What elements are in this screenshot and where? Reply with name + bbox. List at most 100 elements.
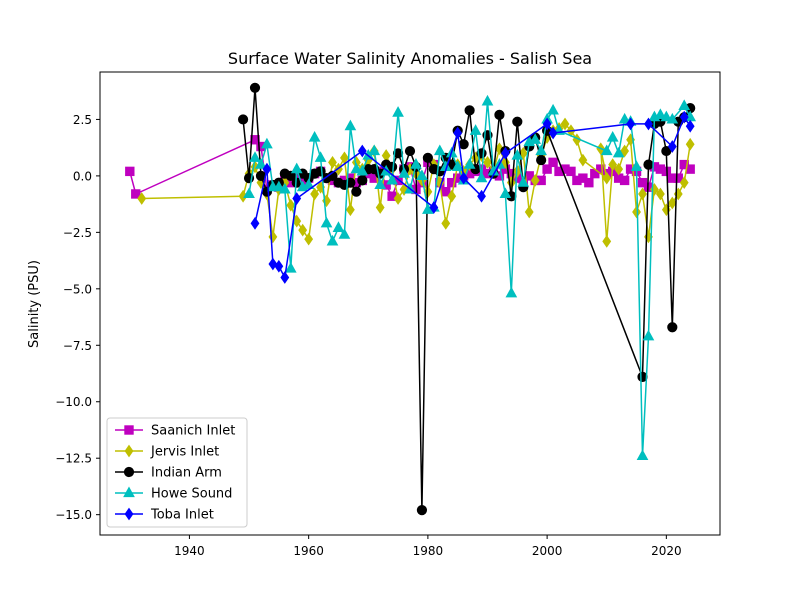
data-point: [584, 177, 594, 188]
legend-item-0: Saanich Inlet: [115, 424, 235, 439]
data-point: [393, 192, 403, 205]
data-point: [512, 116, 523, 127]
y-tick-label: 2.5: [73, 113, 92, 127]
data-point: [464, 105, 475, 116]
data-point: [314, 151, 327, 162]
data-point: [308, 130, 321, 142]
legend-item-3: Howe Sound: [115, 486, 232, 502]
data-point: [626, 117, 635, 131]
data-point: [481, 94, 494, 106]
data-point: [320, 216, 333, 228]
data-point: [685, 137, 695, 151]
data-point: [350, 162, 363, 174]
legend-label: Howe Sound: [151, 487, 232, 502]
data-point: [310, 187, 320, 201]
data-point: [618, 112, 631, 124]
legend-item-4: Toba Inlet: [115, 508, 214, 523]
data-point: [679, 176, 689, 190]
x-tick-label: 2000: [532, 544, 563, 558]
data-point: [679, 110, 689, 124]
series-4: [250, 110, 695, 284]
data-point: [644, 117, 653, 131]
data-point: [356, 164, 369, 176]
data-point: [386, 173, 398, 185]
x-tick-label: 1960: [293, 544, 324, 558]
data-point: [375, 201, 385, 214]
data-point: [643, 159, 654, 170]
data-point: [387, 161, 398, 172]
data-point: [374, 178, 387, 190]
data-point: [548, 157, 558, 168]
data-point: [524, 205, 534, 219]
data-point: [249, 151, 261, 162]
data-point: [255, 158, 267, 169]
y-tick-label: 0.0: [73, 169, 92, 183]
axes: 1940 1960 1980 2000 2020 2.5 0.0 −2.5 −5.0 −7.5 −1…: [55, 71, 721, 558]
data-point: [606, 130, 619, 142]
data-point: [673, 173, 683, 183]
data-point: [483, 155, 492, 169]
legend-marker: [123, 466, 135, 478]
data-point: [286, 198, 296, 212]
data-point: [357, 175, 368, 186]
data-point: [315, 166, 326, 177]
data-point: [459, 171, 469, 185]
data-point: [249, 82, 261, 93]
data-point: [469, 124, 482, 135]
x-tick-label: 1940: [174, 544, 205, 558]
data-point: [477, 189, 486, 203]
data-point: [344, 119, 357, 131]
legend-label: Jervis Inlet: [150, 445, 219, 460]
data-point: [602, 235, 612, 248]
data-point: [453, 126, 463, 140]
legend-label: Indian Arm: [151, 466, 222, 481]
data-point: [345, 203, 355, 217]
data-point: [475, 171, 488, 183]
data-point: [566, 166, 576, 177]
data-point: [262, 162, 272, 176]
data-point: [368, 144, 381, 156]
data-point: [416, 505, 428, 516]
axes-frame: [99, 71, 721, 536]
data-point: [429, 201, 439, 214]
data-point: [285, 170, 296, 181]
data-point: [530, 174, 540, 187]
y-tick-label: −7.5: [63, 339, 92, 353]
data-point: [655, 187, 665, 201]
legend-marker: [123, 486, 135, 498]
y-tick-label: −15.0: [55, 508, 92, 522]
x-tick-label: 1980: [413, 544, 444, 558]
chart-title: Surface Water Salinity Anomalies - Salis…: [228, 49, 592, 68]
y-tick-label: −10.0: [55, 395, 92, 409]
legend-box: [106, 417, 248, 528]
data-point: [654, 108, 667, 120]
data-point: [666, 112, 679, 124]
data-point: [290, 162, 303, 174]
legend-label: Toba Inlet: [150, 508, 214, 523]
data-point: [494, 109, 505, 121]
data-point: [284, 261, 297, 273]
data-point: [630, 160, 643, 171]
legend-label: Saanich Inlet: [151, 424, 235, 439]
legend-marker: [124, 444, 134, 458]
data-point: [608, 158, 618, 171]
data-point: [536, 154, 547, 166]
data-point: [278, 182, 291, 194]
data-point: [416, 169, 428, 180]
data-point: [433, 144, 446, 156]
data-point: [600, 144, 613, 156]
data-point: [332, 221, 345, 232]
data-point: [451, 160, 464, 171]
data-point: [500, 146, 510, 160]
data-point: [404, 145, 416, 157]
data-point: [535, 144, 547, 156]
data-point: [280, 271, 290, 284]
data-point: [441, 216, 451, 230]
data-point: [302, 178, 315, 190]
data-point: [548, 126, 558, 140]
data-point: [685, 119, 695, 133]
data-point: [261, 137, 273, 149]
data-point: [357, 144, 367, 158]
data-point: [667, 196, 677, 210]
